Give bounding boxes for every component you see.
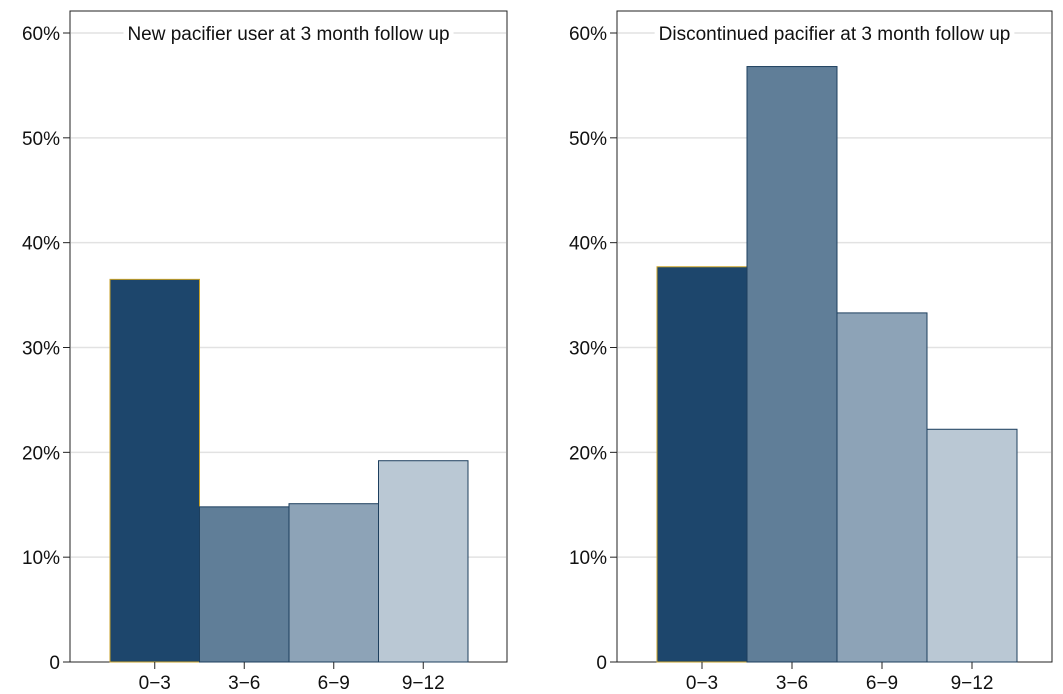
right-y-tick-label: 40%: [569, 234, 607, 255]
right-chart-title: Discontinued pacifier at 3 month follow …: [659, 24, 1011, 45]
left-title-background: [123, 23, 454, 46]
right-bar-3: [836, 312, 928, 663]
left-y-axis: 0 10% 20% 30% 40% 50% 60%: [22, 24, 70, 674]
left-bar-1: [109, 278, 200, 663]
left-bar-4: [378, 460, 469, 663]
left-bar-2: [199, 506, 290, 663]
right-y-axis: 0 10% 20% 30% 40% 50% 60%: [569, 24, 617, 674]
left-y-tick-label: 30%: [22, 339, 60, 360]
left-y-tick-label: 60%: [22, 24, 60, 45]
left-y-tick-label: 20%: [22, 443, 60, 464]
right-x-tick-label: 3−6: [776, 673, 808, 694]
right-x-axis: 0−3 3−6 6−9 9−12: [686, 662, 994, 694]
right-bar-2: [746, 66, 838, 663]
left-y-tick-label: 0: [49, 653, 60, 674]
right-y-tick-label: 50%: [569, 129, 607, 150]
left-chart-panel: 0 10% 20% 30% 40% 50% 60% 0−3 3−6 6−9 9−12 New pa…: [22, 10, 508, 694]
left-x-tick-label: 9−12: [402, 673, 445, 694]
right-bar-4: [926, 428, 1018, 663]
right-x-tick-label: 6−9: [866, 673, 898, 694]
left-x-axis: 0−3 3−6 6−9 9−12: [139, 662, 445, 694]
right-bars: [656, 66, 1018, 663]
right-chart-panel: 0 10% 20% 30% 40% 50% 60% 0−3 3−6 6−9 9−12 Discon…: [569, 10, 1053, 694]
left-x-tick-label: 6−9: [318, 673, 350, 694]
right-y-tick-label: 60%: [569, 24, 607, 45]
right-y-tick-label: 0: [596, 653, 607, 674]
left-bar-3: [288, 503, 379, 663]
right-x-tick-label: 9−12: [951, 673, 994, 694]
right-bar-1: [656, 266, 748, 663]
left-bars: [109, 278, 469, 663]
left-chart-title: New pacifier user at 3 month follow up: [127, 24, 449, 45]
right-y-tick-label: 10%: [569, 548, 607, 569]
left-y-tick-label: 40%: [22, 234, 60, 255]
left-x-tick-label: 0−3: [139, 673, 171, 694]
right-y-tick-label: 30%: [569, 339, 607, 360]
right-x-tick-label: 0−3: [686, 673, 718, 694]
left-y-tick-label: 50%: [22, 129, 60, 150]
right-title-background: [654, 23, 1015, 46]
right-y-tick-label: 20%: [569, 443, 607, 464]
left-y-tick-label: 10%: [22, 548, 60, 569]
left-x-tick-label: 3−6: [228, 673, 260, 694]
